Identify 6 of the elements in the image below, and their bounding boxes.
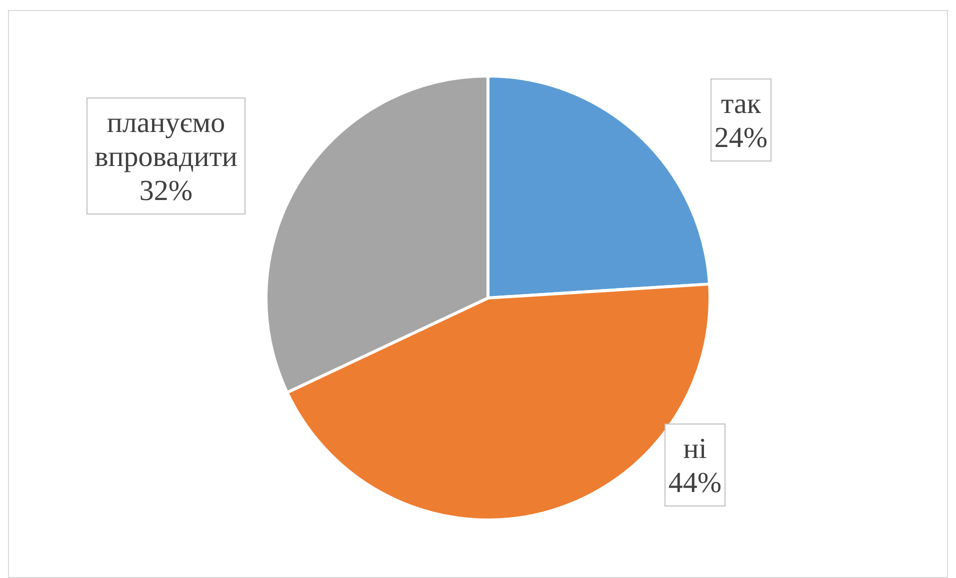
slice-label: плануємо впровадити [94, 107, 238, 173]
data-label: 32% [139, 175, 193, 207]
slice-label: так [721, 88, 762, 120]
slice-label: ні [683, 433, 707, 465]
data-label: 24% [714, 122, 768, 154]
data-label: 44% [668, 467, 722, 499]
